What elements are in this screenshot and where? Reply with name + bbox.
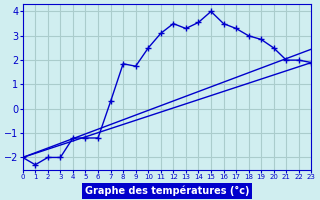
X-axis label: Graphe des températures (°c): Graphe des températures (°c) [85,185,249,196]
